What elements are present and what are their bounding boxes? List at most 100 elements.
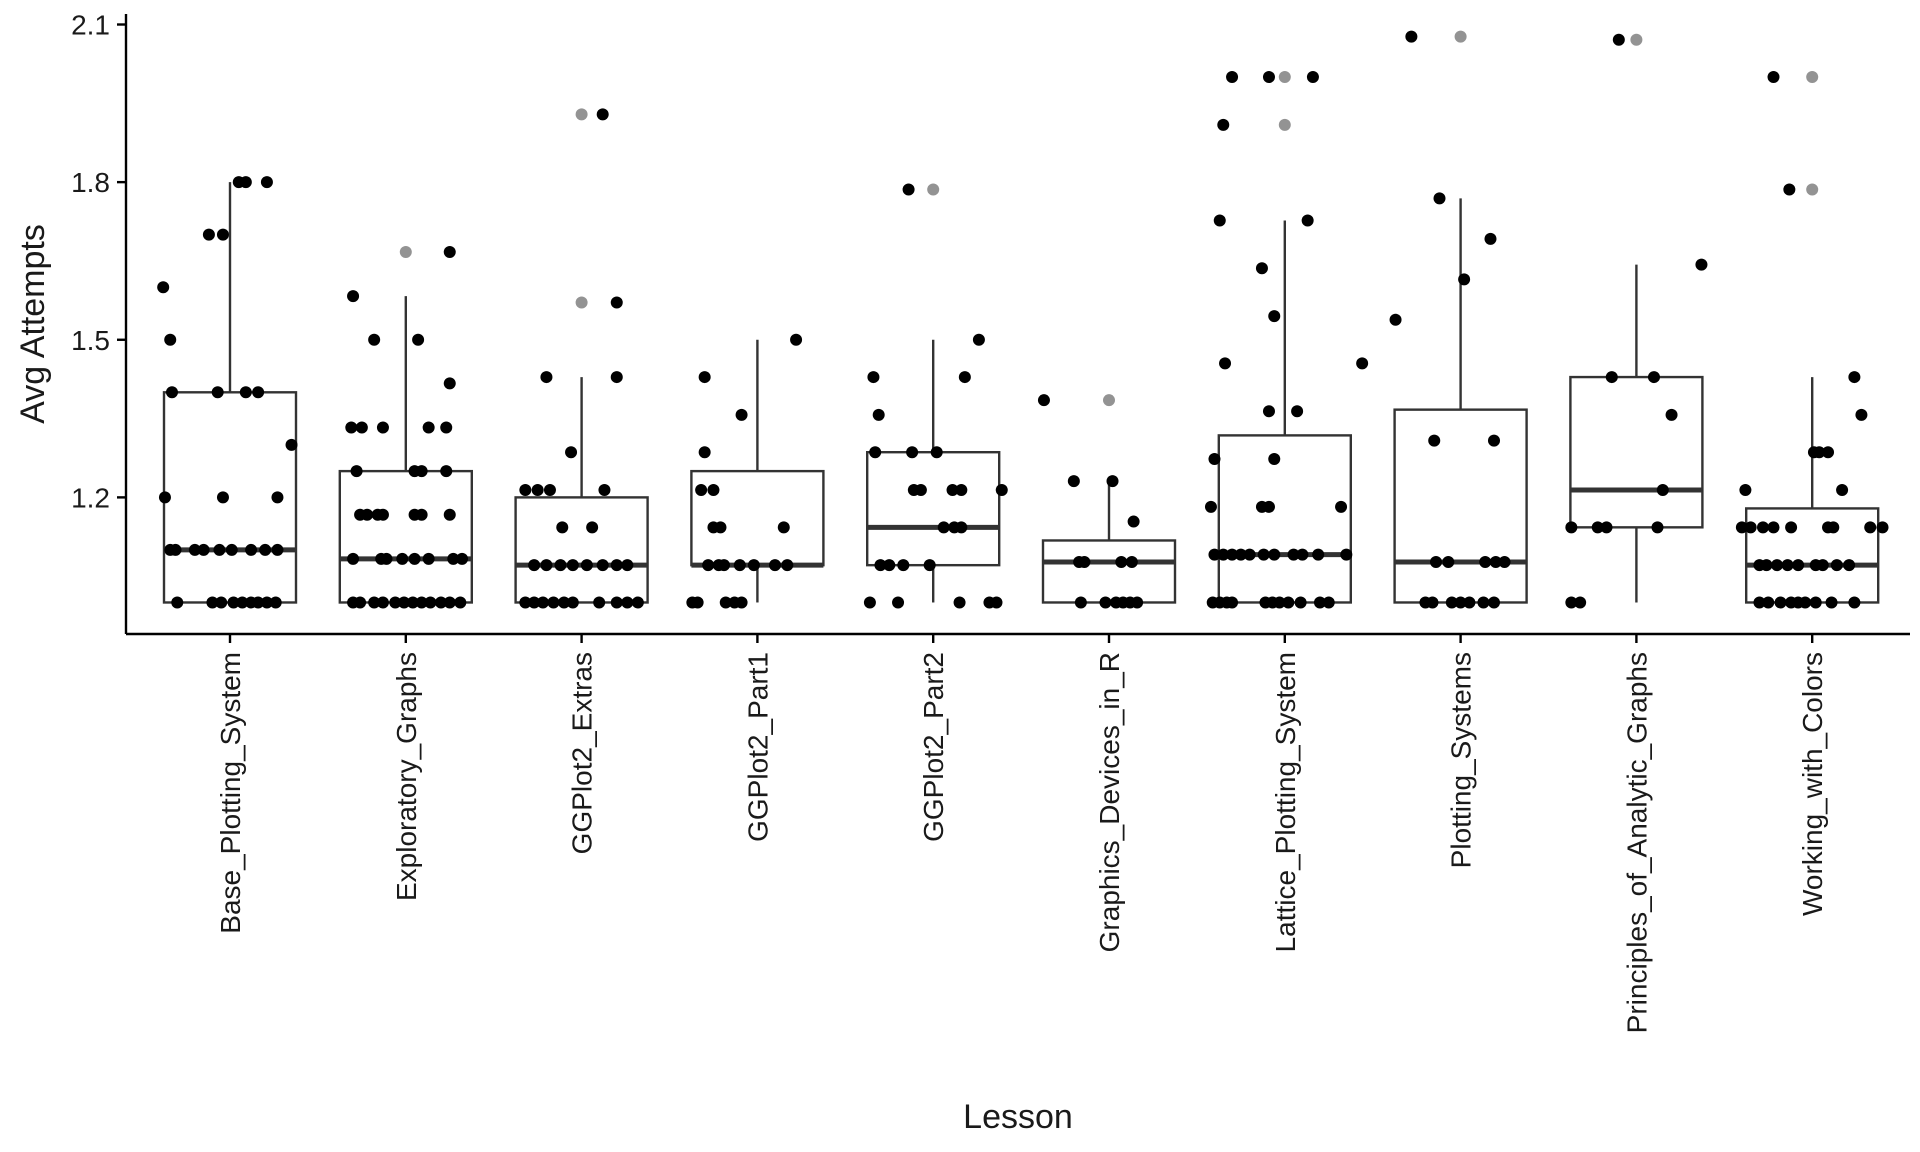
data-point (213, 543, 226, 556)
data-point (1217, 548, 1230, 561)
data-point (874, 559, 887, 572)
box-iqr (1041, 539, 1177, 604)
data-point (252, 386, 265, 399)
data-point (735, 408, 748, 421)
data-point (867, 371, 880, 384)
data-point (1306, 71, 1319, 84)
data-point (930, 446, 943, 459)
data-point (1822, 446, 1835, 459)
data-point (454, 596, 467, 609)
data-point (1799, 596, 1812, 609)
data-point (1463, 596, 1476, 609)
data-point (408, 552, 421, 565)
data-point (380, 552, 393, 565)
data-point (1115, 556, 1128, 569)
data-point (415, 596, 428, 609)
data-point (733, 559, 746, 572)
x-axis: Base_Plotting_System Exploratory_Graphs GG… (126, 632, 1910, 1033)
data-point (702, 559, 715, 572)
data-point (1756, 521, 1769, 534)
data-point (1067, 475, 1080, 488)
data-point (368, 333, 381, 346)
data-point (1262, 71, 1275, 84)
data-point (422, 552, 435, 565)
data-point (1458, 273, 1471, 286)
data-point (621, 559, 634, 572)
data-point (540, 559, 553, 572)
data-point (1656, 484, 1669, 497)
data-point (236, 596, 249, 609)
data-point (202, 228, 215, 241)
data-point (1489, 556, 1502, 569)
data-point (906, 446, 919, 459)
data-point (863, 596, 876, 609)
data-point (790, 333, 803, 346)
outlier-point (1806, 71, 1819, 84)
boxes (162, 30, 1880, 604)
x-tick-label: GGPlot2_Part2 (918, 652, 949, 842)
data-point (923, 559, 936, 572)
data-point (347, 552, 360, 565)
outlier-point (1630, 33, 1643, 46)
data-point (434, 596, 447, 609)
box-iqr (1217, 434, 1353, 604)
data-point (883, 559, 896, 572)
data-point (1257, 548, 1270, 561)
data-point (547, 596, 560, 609)
data-point (1313, 596, 1326, 609)
data-point (422, 421, 435, 434)
data-point (1124, 596, 1137, 609)
x-tick-label: Lattice_Plotting_System (1270, 652, 1301, 952)
data-point (443, 508, 456, 521)
data-point (995, 484, 1008, 497)
data-point (946, 484, 959, 497)
box-GGPlot2_Extras (514, 108, 649, 604)
data-point (1651, 521, 1664, 534)
data-point (519, 596, 532, 609)
data-point (1488, 596, 1501, 609)
data-point (1488, 434, 1501, 447)
data-point (1226, 596, 1239, 609)
data-point (1204, 500, 1217, 513)
data-point (376, 421, 389, 434)
data-point (1262, 500, 1275, 513)
data-point (610, 559, 623, 572)
data-point (1753, 596, 1766, 609)
data-point (1574, 596, 1587, 609)
data-point (1605, 371, 1618, 384)
data-point (955, 521, 968, 534)
data-point (1037, 394, 1050, 407)
data-point (1454, 596, 1467, 609)
data-point (1282, 596, 1295, 609)
data-point (389, 596, 402, 609)
data-point (1484, 232, 1497, 245)
data-point (171, 596, 184, 609)
data-point (1695, 258, 1708, 271)
data-point (610, 296, 623, 309)
data-point (285, 438, 298, 451)
data-point (1665, 408, 1678, 421)
data-point (1830, 559, 1843, 572)
box-Graphics_Devices_in_R (1041, 394, 1177, 604)
box-Working_with_Colors (1744, 71, 1880, 604)
data-point (1433, 192, 1446, 205)
data-point (361, 508, 374, 521)
data-point (1479, 556, 1492, 569)
y-tick-label: 1.8 (71, 167, 110, 198)
data-point (1262, 405, 1275, 418)
y-tick-label: 1.2 (71, 482, 110, 513)
data-point (781, 559, 794, 572)
data-point (1760, 559, 1773, 572)
data-point (197, 543, 210, 556)
outlier-point (575, 296, 588, 309)
data-point (1744, 521, 1757, 534)
data-point (216, 491, 229, 504)
box-iqr (338, 469, 473, 604)
data-point (1255, 262, 1268, 275)
data-point (747, 559, 760, 572)
data-point (345, 421, 358, 434)
data-point (1078, 556, 1091, 569)
data-point (1825, 596, 1838, 609)
data-point (1735, 521, 1748, 534)
box-iqr (1393, 408, 1528, 604)
